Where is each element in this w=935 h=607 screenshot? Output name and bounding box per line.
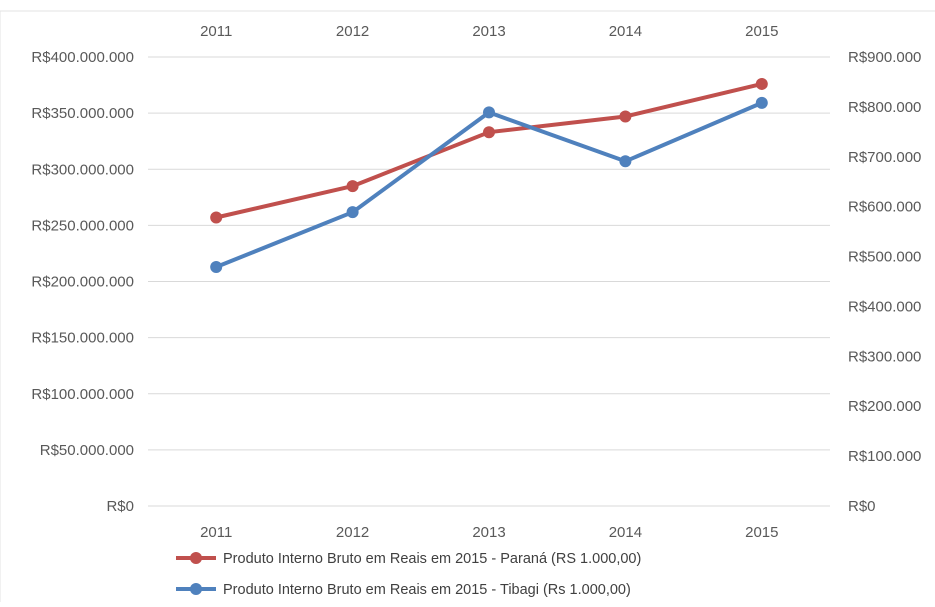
data-point xyxy=(210,261,223,274)
y-right-tick-label: R$700.000 xyxy=(848,149,921,166)
legend-label: Produto Interno Bruto em Reais em 2015 -… xyxy=(223,551,641,567)
x-tick-label-bottom: 2012 xyxy=(336,524,369,541)
legend-swatch-marker xyxy=(190,552,202,564)
x-tick-label-bottom: 2013 xyxy=(472,524,505,541)
y-left-tick-label: R$300.000.000 xyxy=(31,161,134,178)
y-left-tick-label: R$150.000.000 xyxy=(31,330,134,347)
data-point xyxy=(210,211,223,224)
data-point xyxy=(755,96,768,109)
series-line-0 xyxy=(214,81,764,220)
y-left-tick-label: R$400.000.000 xyxy=(31,49,134,66)
data-point xyxy=(483,126,495,139)
y-right-tick-label: R$200.000 xyxy=(848,398,921,415)
x-tick-label-bottom: 2015 xyxy=(745,524,778,541)
data-point xyxy=(483,106,495,119)
data-point xyxy=(346,180,359,193)
y-left-tick-label: R$100.000.000 xyxy=(31,386,134,403)
y-right-tick-label: R$900.000 xyxy=(848,49,921,66)
data-point xyxy=(346,206,359,219)
y-right-tick-label: R$500.000 xyxy=(848,249,921,266)
y-right-tick-label: R$800.000 xyxy=(848,99,921,116)
y-left-tick-label: R$200.000.000 xyxy=(31,274,134,291)
y-left-tick-label: R$250.000.000 xyxy=(31,217,134,234)
legend: Produto Interno Bruto em Reais em 2015 -… xyxy=(176,551,641,598)
x-tick-label-top: 2014 xyxy=(609,23,642,40)
x-tick-label-top: 2012 xyxy=(336,23,369,40)
gridlines xyxy=(0,10,935,602)
data-point xyxy=(619,155,632,168)
x-tick-label-top: 2013 xyxy=(472,23,505,40)
y-right-tick-label: R$0 xyxy=(848,498,876,515)
y-right-tick-label: R$600.000 xyxy=(848,199,921,216)
x-tick-label-top: 2015 xyxy=(745,23,778,40)
x-tick-label-bottom: 2014 xyxy=(609,524,642,541)
axes: R$0 R$50.000.000 R$100.000.000 R$150.000.00… xyxy=(31,23,921,541)
y-right-tick-label: R$100.000 xyxy=(848,448,921,465)
y-left-tick-label: R$50.000.000 xyxy=(40,442,134,459)
series-lines xyxy=(210,77,768,274)
y-right-tick-label: R$400.000 xyxy=(848,298,921,315)
x-tick-label-top: 2011 xyxy=(200,23,232,40)
y-left-tick-label: R$0 xyxy=(106,498,134,515)
data-point xyxy=(755,77,768,90)
legend-swatch-marker xyxy=(190,583,202,595)
x-tick-label-bottom: 2011 xyxy=(200,524,232,541)
y-right-tick-label: R$300.000 xyxy=(848,348,921,365)
data-point xyxy=(619,110,632,123)
legend-label: Produto Interno Bruto em Reais em 2015 -… xyxy=(223,582,631,598)
y-left-tick-label: R$350.000.000 xyxy=(31,105,134,122)
